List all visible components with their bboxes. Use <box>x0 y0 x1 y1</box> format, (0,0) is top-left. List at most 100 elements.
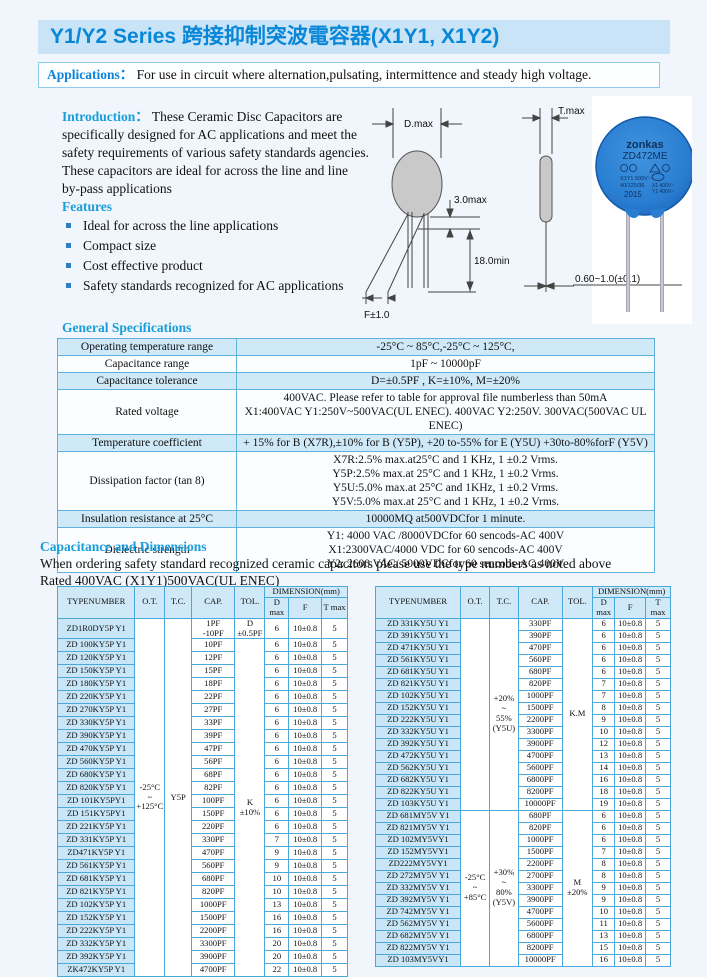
tmax-cell: 5 <box>321 651 348 666</box>
label-t-max: T.max <box>558 106 585 117</box>
dmax-cell: 6 <box>592 653 616 667</box>
f-cell: 10±0.8 <box>288 617 323 640</box>
feature-text: Safety standards recognized for AC appli… <box>83 278 344 293</box>
tc-header: T.C. <box>164 586 192 619</box>
f-cell: 10±0.8 <box>614 629 647 643</box>
type-cell: ZD 222KY5P Y1 <box>56 924 136 939</box>
type-cell: ZD 100KY5P Y1 <box>56 638 136 653</box>
tmax-cell: 5 <box>321 768 348 783</box>
cap-cell: 39PF <box>190 729 236 744</box>
table-row: ZD 150KY5P Y1 15PF 6 10±0.8 5 <box>56 664 348 679</box>
dmax-cell: 6 <box>592 629 616 643</box>
bullet-square-icon <box>66 283 71 289</box>
f-cell: 10±0.8 <box>614 689 647 703</box>
dmax-cell: 6 <box>264 820 290 835</box>
capacitance-note-1: When ordering safety standard recognized… <box>40 556 612 571</box>
introduction-paragraph: Introduction： These Ceramic Disc Capacit… <box>62 108 370 296</box>
cap-cell: 1000PF <box>190 898 236 913</box>
table-row: ZD 152KY5P Y1 1500PF 16 10±0.8 5 <box>56 911 348 926</box>
f-cell: 10±0.8 <box>614 773 647 787</box>
f-cell: 10±0.8 <box>614 665 647 679</box>
dmax-cell: 12 <box>592 737 616 751</box>
general-specifications-table: Operating temperature range -25°C ~ 85°C,… <box>57 338 655 573</box>
table-row: ZD 681MY5V Y1 -25°C ~ +85°C +30% ~ 80% (Y5… <box>374 809 671 967</box>
f-cell: 10±0.8 <box>288 937 323 952</box>
f-cell: 10±0.8 <box>288 768 323 783</box>
cap-cell: 470PF <box>190 846 236 861</box>
type-cell: ZD 101KY5PY1 <box>56 794 136 809</box>
dmax-cell: 7 <box>592 677 616 691</box>
cap-cell: 470PF <box>517 641 563 655</box>
cap-cell: 82PF <box>190 781 236 796</box>
table-row: ZD 390KY5P Y1 39PF 6 10±0.8 5 <box>56 729 348 744</box>
cap-cell: 1500PF <box>517 701 563 715</box>
dmax-cell: 6 <box>264 742 290 757</box>
f-header: F <box>288 596 323 619</box>
dmax-header: D max <box>592 596 616 619</box>
f-cell: 10±0.8 <box>288 677 323 692</box>
spec-value-line: 400VAC. Please refer to table for approv… <box>283 392 608 404</box>
cap-header: CAP. <box>190 586 236 619</box>
tmax-cell: 5 <box>645 761 671 775</box>
feature-text: Compact size <box>83 238 157 253</box>
spec-label-cell: Dissipation factor (tan 8) <box>57 451 237 511</box>
type-cell: ZD 820KY5P Y1 <box>56 781 136 796</box>
type-cell: ZD 392KY5U Y1 <box>374 737 462 751</box>
feature-item: Cost effective product <box>62 256 370 276</box>
spec-label-cell: Capacitance tolerance <box>57 372 237 390</box>
table-row: ZD 102KY5P Y1 1000PF 13 10±0.8 5 <box>56 898 348 913</box>
cap-cell: 1000PF <box>517 689 563 703</box>
spec-label-cell: Temperature coefficient <box>57 434 237 452</box>
table-row: ZD 822MY5V Y1 8200PF 15 10±0.8 5 <box>374 941 671 955</box>
f-cell: 10±0.8 <box>614 737 647 751</box>
spec-value-line: 10000MQ at500VDCfor 1 minute. <box>365 513 526 525</box>
dmax-cell: 22 <box>264 963 290 977</box>
tmax-cell: 5 <box>645 713 671 727</box>
f-cell: 10±0.8 <box>614 869 647 883</box>
table-row: ZD 682MY5V Y1 6800PF 13 10±0.8 5 <box>374 929 671 943</box>
cap-cell: 390PF <box>517 629 563 643</box>
cap-cell: 3900PF <box>517 893 563 907</box>
capacitance-note-2: Rated 400VAC (X1Y1)500VAC(UL ENEC) <box>40 573 280 588</box>
cap-cell: 560PF <box>517 653 563 667</box>
f-cell: 10±0.8 <box>614 905 647 919</box>
spec-label-cell: Insulation resistance at 25°C <box>57 510 237 528</box>
table-row: ZD 151KY5PY1 150PF 6 10±0.8 5 <box>56 807 348 822</box>
f-cell: 10±0.8 <box>288 742 323 757</box>
cap-cell: 100PF <box>190 794 236 809</box>
dmax-cell: 8 <box>592 869 616 883</box>
tmax-cell: 5 <box>645 689 671 703</box>
table-row: ZD 331KY5U Y1 +20% ~ 55% (Y5U) 330PF K.M 6 10… <box>374 617 671 811</box>
tmax-cell: 5 <box>321 716 348 731</box>
feature-item: Ideal for across the line applications <box>62 216 370 236</box>
cap-cell: 330PF <box>517 617 563 631</box>
ot-cell <box>460 617 490 811</box>
table-row: ZD 742MY5V Y1 4700PF 10 10±0.8 5 <box>374 905 671 919</box>
tmax-cell: 5 <box>645 641 671 655</box>
spec-row: Operating temperature range -25°C ~ 85°C,… <box>57 338 655 356</box>
f-cell: 10±0.8 <box>614 821 647 835</box>
cap-cell: 8200PF <box>517 941 563 955</box>
tmax-cell: 5 <box>321 794 348 809</box>
tmax-cell: 5 <box>321 781 348 796</box>
table-row: ZD 220KY5P Y1 22PF 6 10±0.8 5 <box>56 690 348 705</box>
f-cell: 10±0.8 <box>614 893 647 907</box>
tmax-header: T max <box>645 596 671 619</box>
cap-cell: 820PF <box>517 677 563 691</box>
f-cell: 10±0.8 <box>614 797 647 811</box>
type-cell: ZD 272MY5V Y1 <box>374 869 462 883</box>
dmax-cell: 6 <box>264 781 290 796</box>
tol-cell: D ±0.5PF <box>234 617 266 640</box>
tmax-cell: 5 <box>321 690 348 705</box>
table-row: ZD 101KY5PY1 100PF 6 10±0.8 5 <box>56 794 348 809</box>
type-cell: ZD 150KY5P Y1 <box>56 664 136 679</box>
cap-cell: 3900PF <box>517 737 563 751</box>
f-cell: 10±0.8 <box>614 617 647 631</box>
table-row: ZD 100KY5P Y1 10PF K ±10% 6 10±0.8 5 <box>56 638 348 977</box>
table-row: ZD 472KY5U Y1 4700PF 13 10±0.8 5 <box>374 749 671 763</box>
table-row: ZD 222KY5U Y1 2200PF 9 10±0.8 5 <box>374 713 671 727</box>
type-cell: ZK472KY5P Y1 <box>56 963 136 977</box>
cap-cell: 680PF <box>517 665 563 679</box>
spec-row: Capacitance range 1pF ~ 10000pF <box>57 355 655 373</box>
spec-value-line: D=±0.5PF , K=±10%, M=±20% <box>371 375 520 387</box>
